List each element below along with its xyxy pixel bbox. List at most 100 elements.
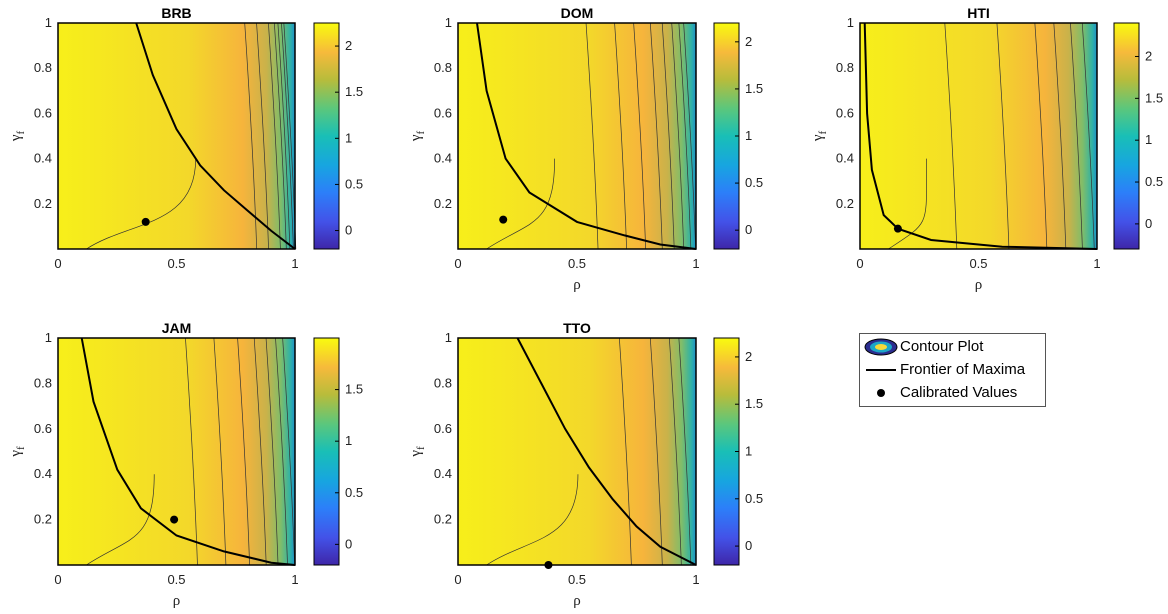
calibrated-point — [141, 217, 150, 226]
contour-line — [633, 22, 646, 250]
legend-item-frontier: Frontier of Maxima — [860, 360, 1045, 380]
y-tick-label: 0.8 — [836, 60, 854, 75]
frontier-line — [516, 337, 697, 566]
panel-title: BRB — [161, 5, 191, 21]
y-tick-label: 1 — [45, 15, 52, 30]
x-tick-label: 0 — [856, 256, 863, 271]
contour-line — [86, 158, 197, 250]
contour-field — [860, 23, 1097, 249]
legend-item-contour: Contour Plot — [860, 337, 1045, 357]
colorbar-tick-label: 0.5 — [745, 175, 763, 190]
contour-line — [996, 22, 1010, 250]
y-tick-label: 0.6 — [34, 421, 52, 436]
x-tick-label: 0 — [54, 572, 61, 587]
panel-title: TTO — [563, 320, 591, 336]
contour-line — [86, 474, 155, 566]
contour-field — [458, 23, 696, 249]
y-tick-label: 0.6 — [34, 105, 52, 120]
colorbar-tick-label: 0.5 — [1145, 174, 1163, 189]
legend-item-calibrated: Calibrated Values — [860, 383, 1045, 403]
y-tick-label: 0.4 — [434, 151, 452, 166]
y-axis-label: γf — [8, 446, 27, 458]
contour-line — [614, 22, 627, 250]
contour-line — [277, 22, 291, 250]
colorbar-tick-label: 2 — [345, 38, 352, 53]
calibrated-point — [544, 561, 553, 569]
panel-brb: BRB 0 0.5 1 0.2 0.4 0.6 0.8 1 γf 0 0.5 1 1.5 2 — [8, 5, 363, 271]
contour-line — [282, 337, 295, 566]
legend-label-frontier: Frontier of Maxima — [900, 361, 1026, 378]
plot-frame — [859, 22, 1098, 250]
contour-line — [888, 158, 927, 250]
panel-title: JAM — [162, 320, 192, 336]
x-axis-label: ρ — [573, 593, 581, 609]
x-axis-label: ρ — [975, 277, 983, 293]
x-tick-label: 0.5 — [568, 256, 586, 271]
x-tick-label: 1 — [291, 256, 298, 271]
contour-line — [1034, 22, 1048, 250]
contour-line — [265, 337, 279, 566]
y-tick-label: 0.8 — [34, 60, 52, 75]
contour-ellipse-icon — [864, 338, 898, 356]
colorbar-tick-label: 0 — [745, 222, 752, 237]
contour-line — [661, 22, 675, 250]
x-tick-label: 1 — [1093, 256, 1100, 271]
colorbar-tick-label: 1 — [745, 128, 752, 143]
contour-line — [1081, 22, 1095, 250]
contour-line — [649, 22, 663, 250]
colorbar-tick-label: 2 — [745, 349, 752, 364]
panel-dom: DOM 0 0.5 1 0.2 0.4 0.6 0.8 1 ρ γf 0 0.5 1 1.5 2 — [408, 5, 763, 293]
panel-title: HTI — [967, 5, 990, 21]
contour-line — [275, 337, 288, 566]
frontier-line — [476, 22, 697, 250]
legend-label-contour: Contour Plot — [900, 338, 984, 355]
contour-line — [253, 337, 267, 566]
colorbar-tick-label: 1.5 — [745, 81, 763, 96]
frontier-line — [80, 337, 296, 566]
contour-line — [619, 337, 632, 566]
contour-line — [486, 474, 579, 566]
colorbar-tick-label: 2 — [745, 34, 752, 49]
calibrated-point — [499, 215, 508, 224]
colorbar-tick-label: 1 — [345, 130, 352, 145]
contour-line — [486, 158, 555, 250]
colorbar — [313, 22, 340, 250]
contour-line — [668, 337, 682, 566]
frontier-line — [135, 22, 296, 250]
colorbar-tick-label: 0 — [745, 538, 752, 553]
y-axis-label: γf — [408, 446, 427, 458]
y-tick-label: 0.4 — [836, 151, 854, 166]
legend: Contour Plot Frontier of Maxima Calibrat… — [859, 333, 1046, 407]
y-tick-label: 0.4 — [434, 466, 452, 481]
y-tick-label: 0.8 — [434, 60, 452, 75]
plot-frame — [57, 22, 296, 250]
contour-line — [678, 22, 692, 250]
x-tick-label: 0.5 — [568, 572, 586, 587]
panel-hti: HTI 0 0.5 1 0.2 0.4 0.6 0.8 1 ρ γf 0 0.5 1 1.5 2 — [810, 5, 1163, 293]
plot-frame — [57, 337, 296, 566]
calibrated-point — [170, 515, 179, 524]
colorbar-tick-label: 0.5 — [345, 485, 363, 500]
y-tick-label: 1 — [45, 330, 52, 345]
x-tick-label: 1 — [692, 256, 699, 271]
y-tick-label: 0.4 — [34, 151, 52, 166]
panel-jam: JAM 0 0.5 1 0.2 0.4 0.6 0.8 1 ρ γf 0 0.5 1 1.5 — [8, 320, 363, 609]
line-icon — [866, 369, 896, 371]
panel-title: DOM — [561, 5, 594, 21]
colorbar-tick-label: 0 — [345, 536, 352, 551]
x-tick-label: 1 — [291, 572, 298, 587]
y-tick-label: 0.6 — [836, 105, 854, 120]
contour-line — [683, 22, 696, 250]
y-tick-label: 1 — [847, 15, 854, 30]
contour-line — [678, 337, 692, 566]
colorbar-tick-label: 0 — [1145, 216, 1152, 231]
frontier-line — [863, 22, 1098, 250]
y-tick-label: 0.2 — [434, 196, 452, 211]
colorbar-tick-label: 1.5 — [745, 396, 763, 411]
contour-line — [244, 22, 258, 250]
y-tick-label: 0.8 — [434, 375, 452, 390]
contour-line — [1053, 22, 1067, 250]
y-axis-label: γf — [408, 131, 427, 143]
x-tick-label: 0 — [454, 572, 461, 587]
colorbar-tick-label: 1.5 — [345, 84, 363, 99]
